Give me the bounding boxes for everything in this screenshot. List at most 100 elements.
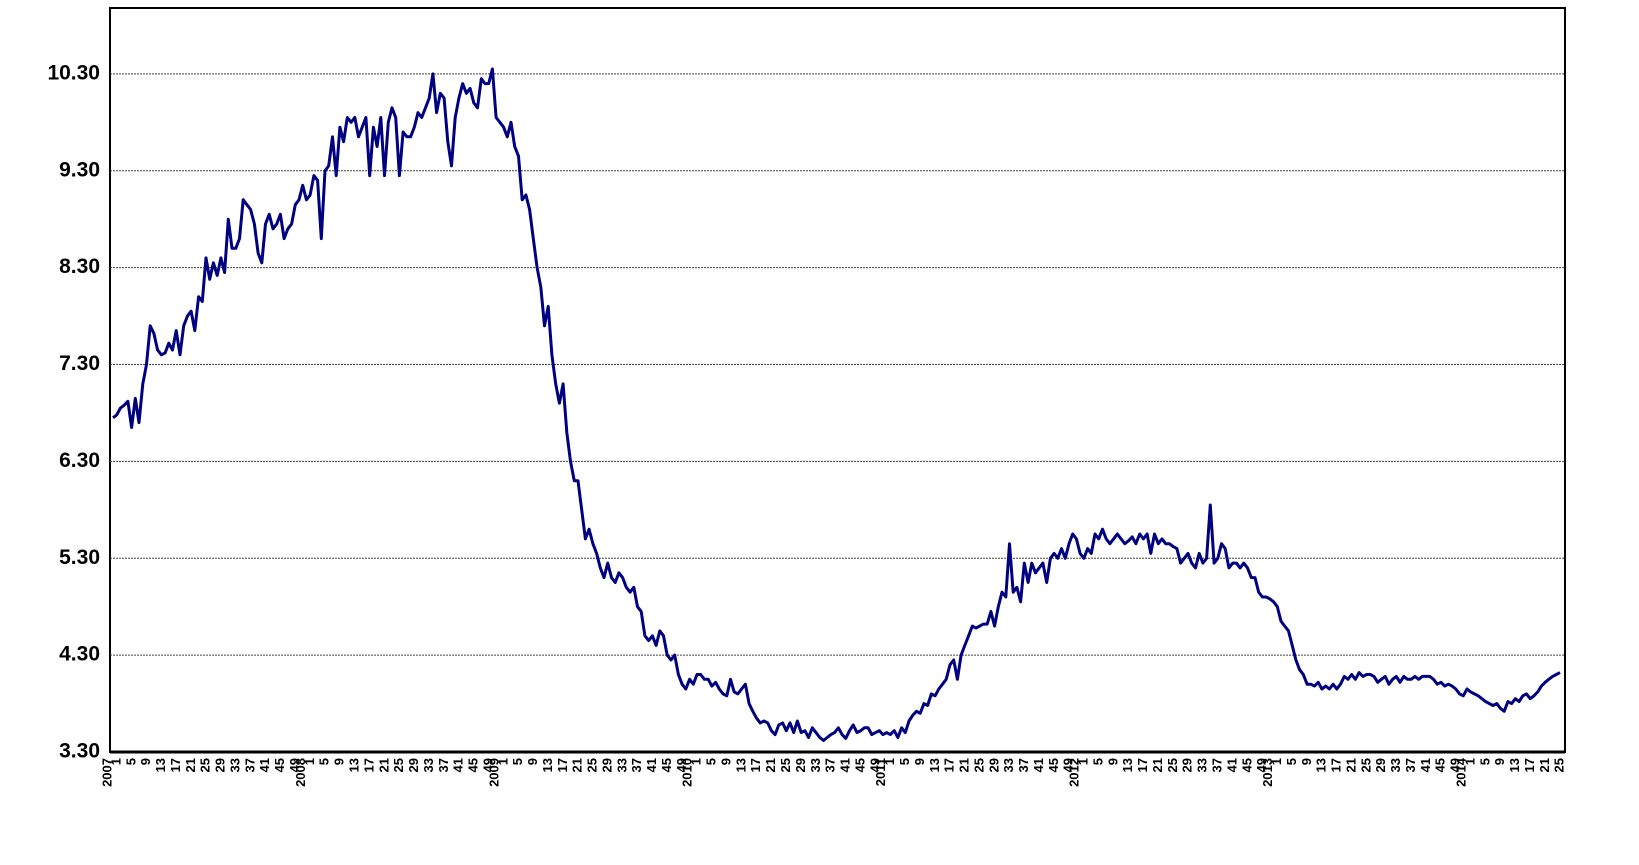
x-tick-label: 37 bbox=[629, 758, 644, 772]
x-tick-label: 13 bbox=[927, 758, 942, 772]
x-tick-label: 21 bbox=[763, 758, 778, 772]
x-tick-label: 17 bbox=[748, 758, 763, 772]
x-tick-label: 41 bbox=[838, 758, 853, 772]
x-tick-label: 45 bbox=[1046, 758, 1061, 772]
y-tick-label: 10.30 bbox=[47, 61, 100, 84]
x-tick-label: 5 bbox=[317, 758, 332, 765]
x-tick-label: 1 bbox=[302, 758, 317, 765]
y-tick-label: 9.30 bbox=[59, 158, 100, 181]
x-tick-label: 21 bbox=[1343, 758, 1358, 772]
x-tick-label: 45 bbox=[272, 758, 287, 772]
x-tick-label: 45 bbox=[466, 758, 481, 772]
y-tick-label: 7.30 bbox=[59, 352, 100, 375]
x-tick-label: 9 bbox=[1105, 758, 1120, 765]
x-tick-label: 25 bbox=[198, 758, 213, 772]
x-tick-label: 29 bbox=[793, 758, 808, 772]
x-tick-label: 17 bbox=[361, 758, 376, 772]
x-tick-label: 1 bbox=[882, 758, 897, 765]
x-tick-label: 5 bbox=[1284, 758, 1299, 765]
x-tick-label: 17 bbox=[942, 758, 957, 772]
x-tick-label: 5 bbox=[510, 758, 525, 765]
x-tick-label: 49 bbox=[674, 758, 689, 772]
line-series bbox=[112, 67, 1561, 742]
x-tick-label: 21 bbox=[1537, 758, 1552, 772]
x-tick-label: 25 bbox=[1165, 758, 1180, 772]
x-tick-label: 49 bbox=[287, 758, 302, 772]
plot-frame bbox=[109, 7, 1566, 753]
x-group-label: 2008 bbox=[293, 758, 308, 787]
x-tick-label: 9 bbox=[138, 758, 153, 765]
x-tick-label: 13 bbox=[1314, 758, 1329, 772]
x-tick-label: 41 bbox=[257, 758, 272, 772]
x-tick-label: 21 bbox=[570, 758, 585, 772]
x-group-label: 2011 bbox=[873, 758, 888, 786]
x-tick-label: 9 bbox=[718, 758, 733, 765]
x-tick-label: 13 bbox=[733, 758, 748, 772]
x-tick-label: 21 bbox=[183, 758, 198, 772]
x-tick-label: 37 bbox=[1403, 758, 1418, 772]
x-tick-label: 37 bbox=[823, 758, 838, 772]
x-tick-label: 17 bbox=[1135, 758, 1150, 772]
x-tick-label: 37 bbox=[242, 758, 257, 772]
x-tick-label: 41 bbox=[451, 758, 466, 772]
x-tick-label: 1 bbox=[1462, 758, 1477, 765]
x-tick-label: 9 bbox=[1492, 758, 1507, 765]
x-tick-label: 25 bbox=[391, 758, 406, 772]
x-tick-label: 49 bbox=[480, 758, 495, 772]
x-tick-label: 5 bbox=[123, 758, 138, 765]
x-tick-label: 33 bbox=[1195, 758, 1210, 772]
x-tick-label: 49 bbox=[867, 758, 882, 772]
x-tick-label: 45 bbox=[1433, 758, 1448, 772]
x-group-label: 2007 bbox=[99, 758, 114, 787]
x-tick-label: 17 bbox=[555, 758, 570, 772]
x-tick-label: 41 bbox=[644, 758, 659, 772]
x-tick-label: 45 bbox=[852, 758, 867, 772]
x-tick-label: 5 bbox=[704, 758, 719, 765]
x-tick-label: 13 bbox=[347, 758, 362, 772]
x-group-label: 2009 bbox=[486, 758, 501, 787]
x-tick-label: 9 bbox=[332, 758, 347, 765]
x-tick-label: 33 bbox=[1001, 758, 1016, 772]
x-tick-label: 33 bbox=[1388, 758, 1403, 772]
x-tick-label: 21 bbox=[376, 758, 391, 772]
x-tick-label: 33 bbox=[421, 758, 436, 772]
x-tick-label: 21 bbox=[1150, 758, 1165, 772]
x-group-label: 2010 bbox=[680, 758, 695, 787]
x-tick-label: 33 bbox=[227, 758, 242, 772]
x-group-label: 2013 bbox=[1260, 758, 1275, 787]
x-tick-label: 13 bbox=[1507, 758, 1522, 772]
x-tick-label: 17 bbox=[1522, 758, 1537, 772]
x-tick-label: 29 bbox=[213, 758, 228, 772]
x-tick-label: 33 bbox=[808, 758, 823, 772]
x-tick-label: 9 bbox=[912, 758, 927, 765]
x-tick-label: 9 bbox=[1299, 758, 1314, 765]
x-tick-label: 25 bbox=[971, 758, 986, 772]
x-tick-label: 29 bbox=[986, 758, 1001, 772]
x-group-label: 2014 bbox=[1453, 757, 1468, 787]
x-tick-label: 29 bbox=[1180, 758, 1195, 772]
x-tick-label: 29 bbox=[1373, 758, 1388, 772]
x-tick-label: 5 bbox=[1477, 758, 1492, 765]
x-tick-label: 41 bbox=[1224, 758, 1239, 772]
x-tick-label: 25 bbox=[778, 758, 793, 772]
x-tick-label: 49 bbox=[1061, 758, 1076, 772]
x-tick-label: 41 bbox=[1418, 758, 1433, 772]
x-tick-label: 41 bbox=[1031, 758, 1046, 772]
x-tick-label: 25 bbox=[585, 758, 600, 772]
x-tick-label: 13 bbox=[540, 758, 555, 772]
x-tick-label: 17 bbox=[168, 758, 183, 772]
x-tick-label: 17 bbox=[1329, 758, 1344, 772]
y-tick-label: 4.30 bbox=[59, 643, 100, 666]
x-group-label: 2012 bbox=[1067, 758, 1082, 787]
x-tick-label: 13 bbox=[153, 758, 168, 772]
x-tick-label: 1 bbox=[108, 758, 123, 765]
x-tick-label: 13 bbox=[1120, 758, 1135, 772]
x-tick-label: 9 bbox=[525, 758, 540, 765]
y-tick-label: 5.30 bbox=[59, 546, 100, 569]
x-tick-label: 1 bbox=[1076, 758, 1091, 765]
y-tick-label: 8.30 bbox=[59, 255, 100, 278]
x-tick-label: 37 bbox=[1209, 758, 1224, 772]
x-tick-label: 45 bbox=[659, 758, 674, 772]
x-tick-label: 5 bbox=[1090, 758, 1105, 765]
